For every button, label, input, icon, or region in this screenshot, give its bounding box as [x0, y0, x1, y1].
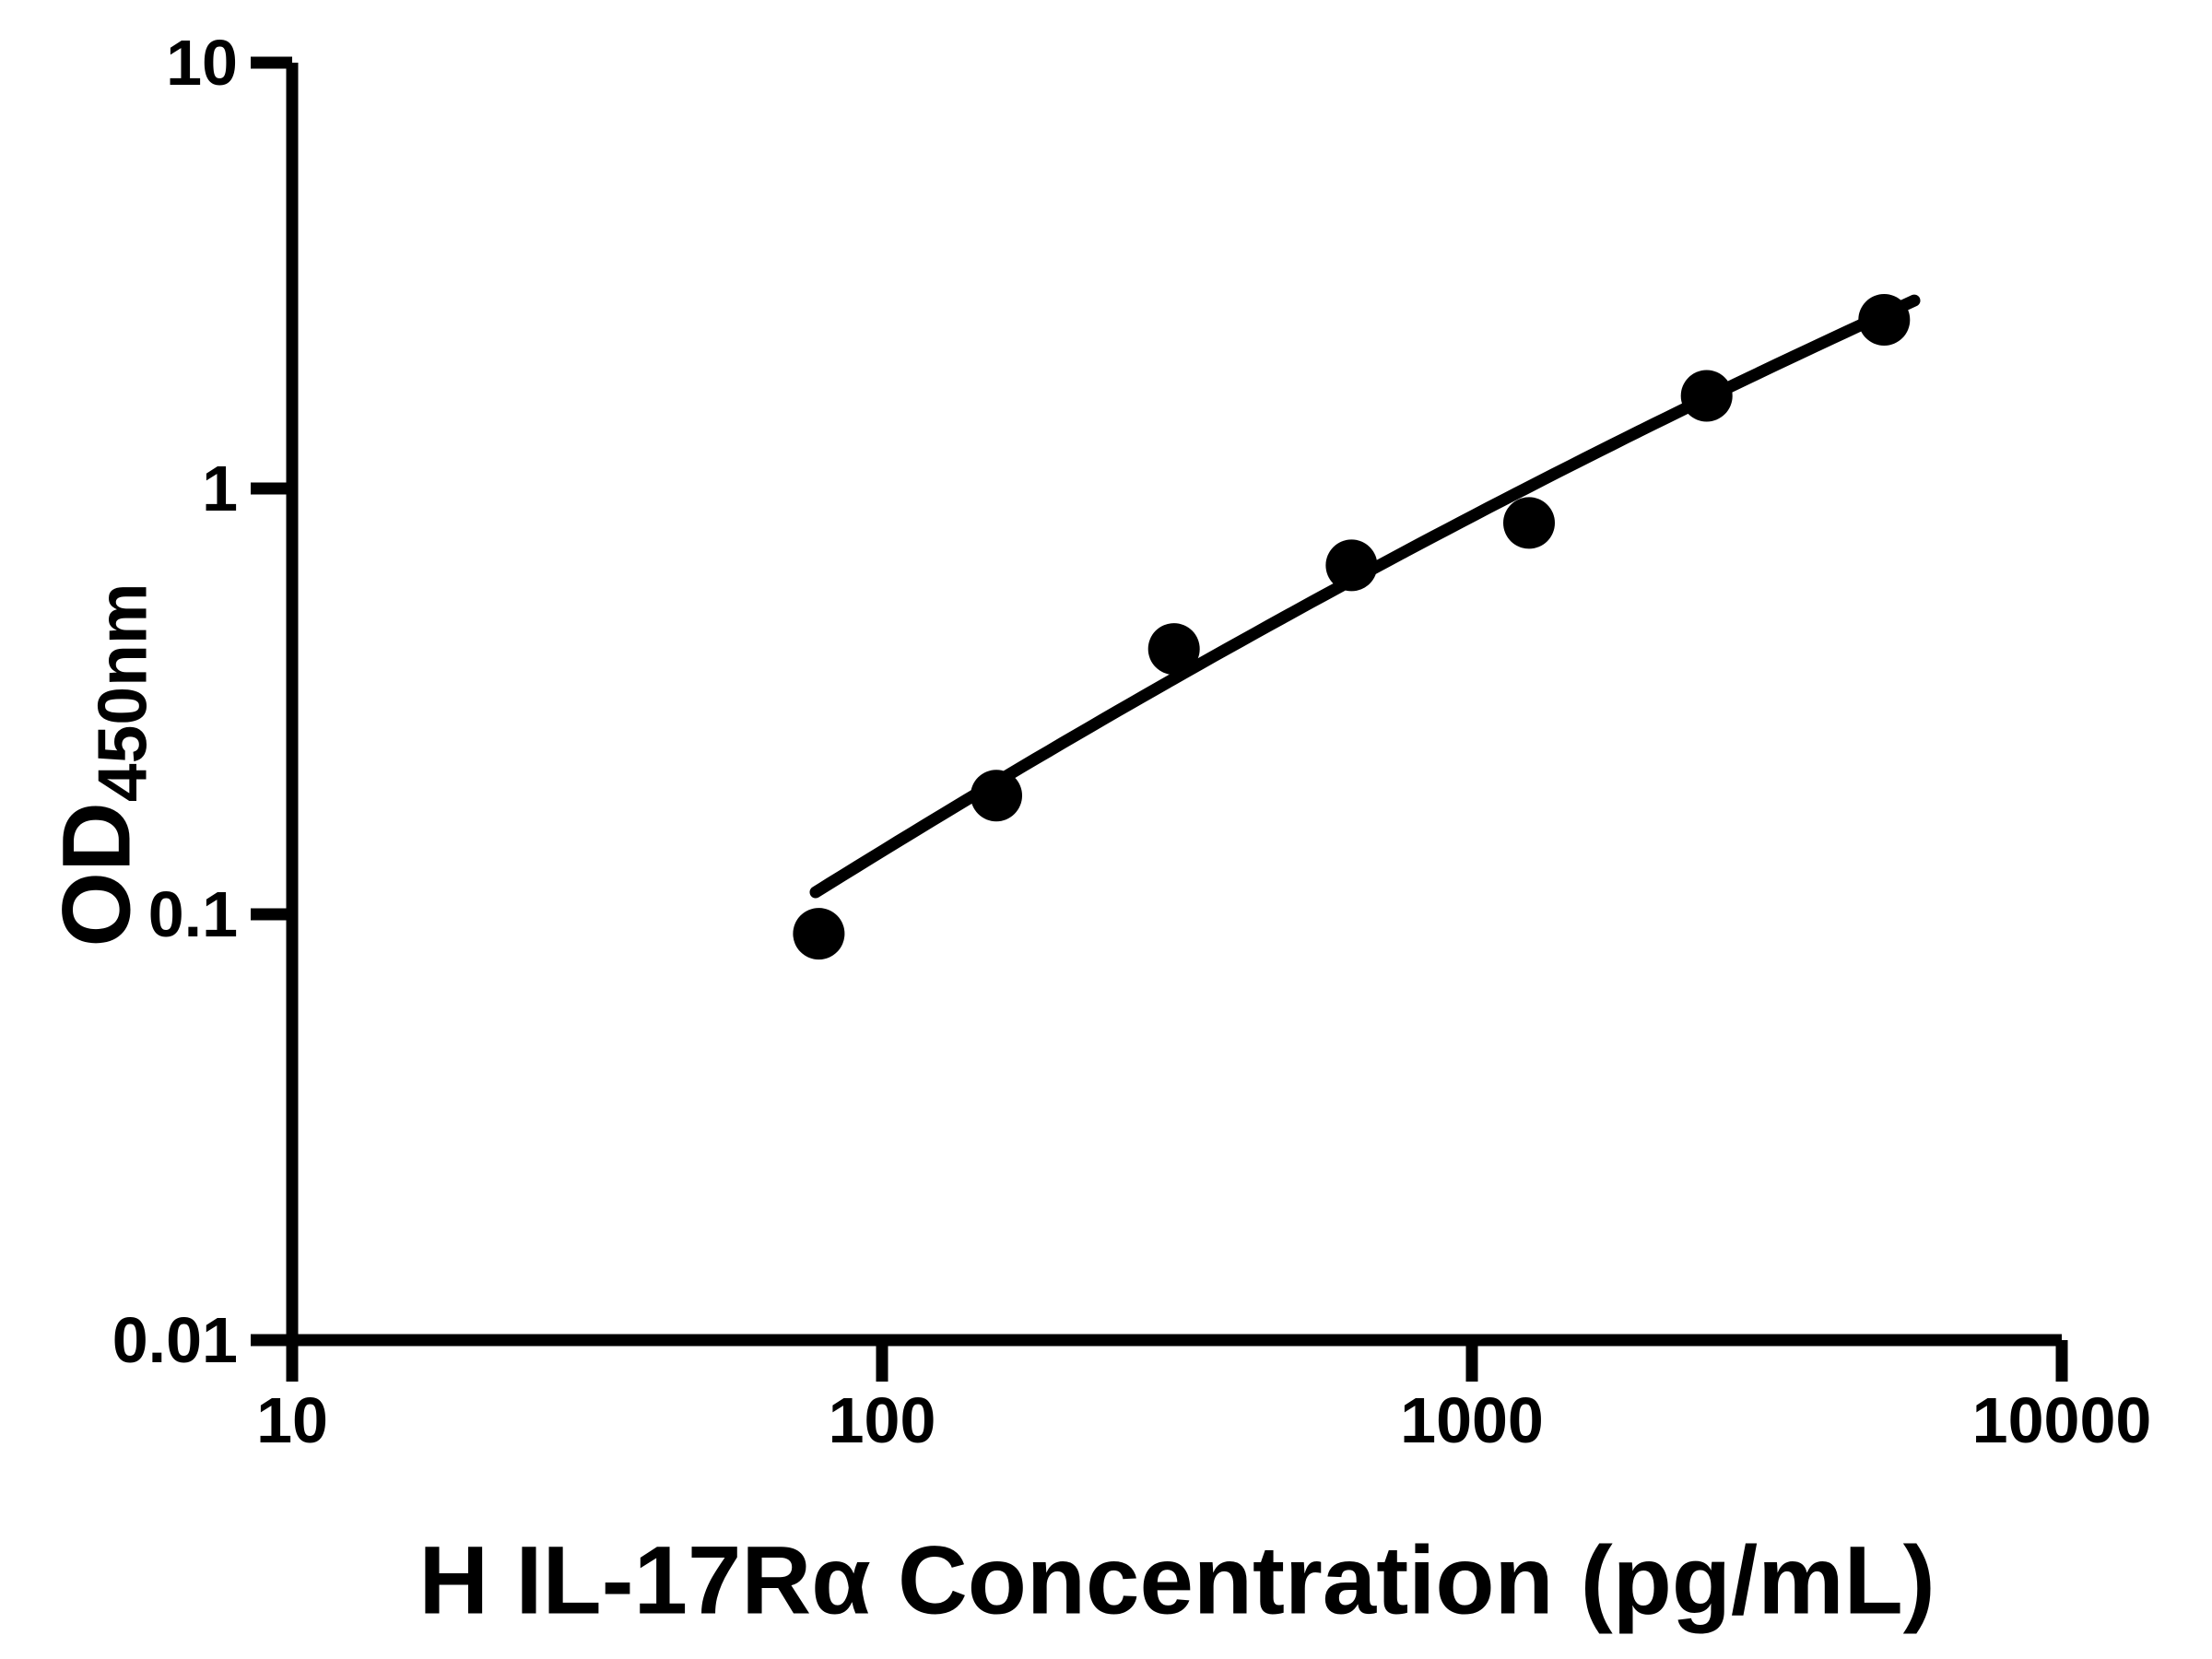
axis-line — [286, 63, 2062, 1347]
data-point — [1147, 623, 1200, 676]
y-tick-label: 1 — [202, 453, 238, 524]
data-point — [1503, 497, 1555, 549]
x-tick-label: 100 — [828, 1384, 936, 1456]
y-axis-title-subscript: 450nm — [83, 582, 161, 803]
x-tick-label: 10 — [256, 1384, 328, 1456]
y-tick-label: 10 — [166, 27, 238, 99]
y-tick-label: 0.1 — [147, 878, 238, 950]
data-point — [1325, 539, 1378, 592]
data-point — [1858, 294, 1911, 346]
x-tick-label: 1000 — [1400, 1384, 1544, 1456]
y-axis-title: OD450nm — [43, 582, 161, 947]
data-point — [1680, 370, 1733, 422]
y-tick-label: 0.01 — [112, 1304, 238, 1376]
data-point — [793, 908, 845, 960]
data-point — [971, 770, 1022, 822]
y-axis-title-main: OD — [42, 802, 151, 947]
x-axis-title: H IL-17Rα Concentration (pg/mL) — [418, 1526, 1936, 1635]
x-tick-label: 10000 — [1971, 1384, 2152, 1456]
